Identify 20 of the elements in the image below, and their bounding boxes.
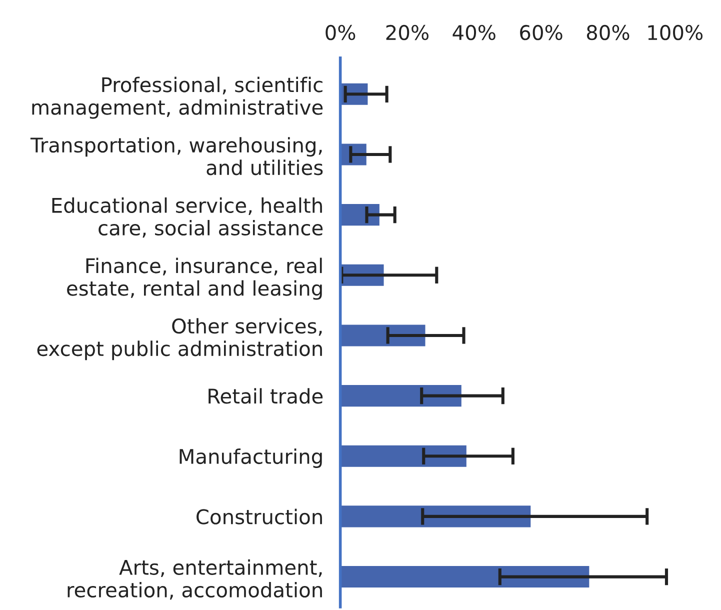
y-tick-label: Arts, entertainment, recreation, accomodation — [68, 559, 322, 600]
bar — [340, 444, 468, 468]
bar — [340, 564, 591, 589]
bar — [340, 384, 463, 408]
y-tick-label: Retail trade — [208, 388, 323, 404]
x-tick-label: 0% — [326, 24, 356, 40]
y-tick-label: Finance, insurance, real estate, rental and leasing — [67, 258, 322, 300]
bar — [340, 323, 427, 348]
y-tick-label: Construction — [196, 508, 322, 524]
y-tick-label: Transportation, warehousing, and utilities — [30, 137, 323, 176]
x-tick-label: 20% — [386, 24, 428, 40]
x-tick-label: 40% — [452, 24, 496, 40]
x-tick-label: 60% — [520, 24, 562, 40]
y-tick-label: Other services, except public administration — [37, 318, 322, 360]
y-tick-label: Manufacturing — [180, 448, 322, 468]
bar — [340, 202, 381, 227]
y-tick-label: Educational service, health care, social assistance — [52, 197, 323, 238]
x-tick-label: 100% — [648, 24, 703, 40]
x-tick-label: 80% — [586, 24, 630, 40]
y-tick-label: Professional, scientific management, administrative — [32, 76, 323, 119]
